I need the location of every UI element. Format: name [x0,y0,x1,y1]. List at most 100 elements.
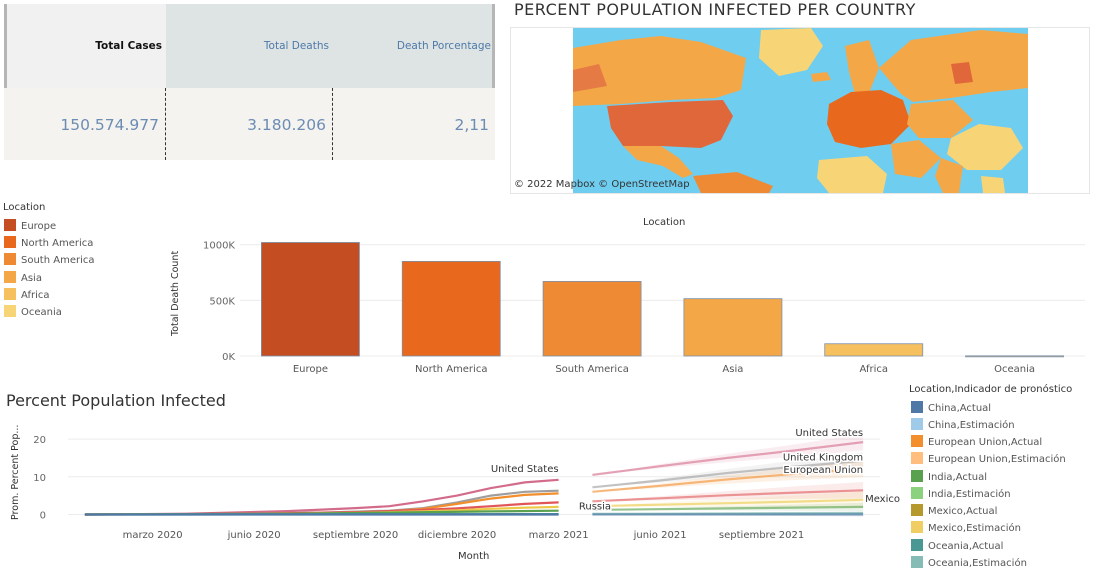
map-country[interactable] [935,158,963,193]
kpi-divider [4,4,7,88]
series-label: United Kingdom [783,453,863,464]
world-map-svg[interactable] [511,28,1091,195]
forecast-legend-item[interactable]: India,Actual [911,470,987,483]
map-country[interactable] [827,90,911,148]
forecast-legend-item[interactable]: Oceania,Estimación [911,556,1027,569]
map-country[interactable] [573,64,607,92]
bar[interactable] [683,298,783,357]
legend-item-north-america[interactable]: North America [4,236,93,250]
series-label: United States [491,464,559,475]
legend-item-oceania[interactable]: Oceania [4,305,62,319]
y-tick-label: 20 [33,435,46,446]
legend-label: China,Estimación [928,420,1015,431]
legend-item-africa[interactable]: Africa [4,288,50,302]
map-country[interactable] [607,100,733,148]
map-country[interactable] [573,36,746,106]
legend-swatch [911,556,923,568]
series-label: United States [795,428,863,439]
kpi-header-death-percentage[interactable]: Death Porcentage [333,4,495,88]
kpi-value-label: 3.180.206 [247,116,326,134]
y-tick-label: 0 [40,510,46,521]
forecast-legend-item[interactable]: India,Estimación [911,487,1011,500]
map-attribution[interactable]: © 2022 Mapbox © OpenStreetMap [514,179,690,190]
legend-swatch [911,504,923,516]
legend-swatch [4,305,16,317]
kpi-header-total-cases[interactable]: Total Cases [4,4,166,88]
bar-chart-title: Location [643,217,686,228]
series-label: European Union [783,465,863,476]
map-country[interactable] [907,100,973,138]
legend-item-asia[interactable]: Asia [4,271,42,285]
legend-label: Oceania,Estimación [928,558,1027,569]
forecast-legend-item[interactable]: European Union,Actual [911,435,1042,448]
series-line-forecast[interactable] [592,441,864,476]
series-line-forecast[interactable] [592,489,864,503]
forecast-band [592,460,864,492]
y-tick-label: 500K [209,296,235,307]
kpi-value-death-percentage[interactable]: 2,11 [333,88,495,160]
map-country[interactable] [891,140,941,178]
series-line-actual[interactable] [84,478,559,516]
legend-swatch [911,452,923,464]
legend-label: European Union,Estimación [928,454,1066,465]
forecast-legend-item[interactable]: China,Estimación [911,418,1015,431]
bar[interactable] [965,355,1064,358]
legend-item-south-america[interactable]: South America [4,253,95,267]
map-country[interactable] [981,176,1005,193]
y-tick-label: 0K [222,352,235,363]
map-country[interactable] [947,124,1023,170]
x-tick-label: Oceania [994,364,1035,375]
series-line-forecast[interactable] [592,498,864,508]
legend-label: Asia [21,273,42,284]
legend-item-europe[interactable]: Europe [4,219,56,233]
forecast-legend-item[interactable]: Mexico,Actual [911,504,997,517]
series-line-forecast[interactable] [592,459,864,489]
death-count-bar-chart[interactable]: 0K 500K 1000K Europe North America South Amer… [180,228,1090,378]
legend-swatch [911,487,923,499]
map-country[interactable] [759,28,823,76]
legend-swatch [4,271,16,283]
y-tick-label: 1000K [203,241,235,252]
location-legend-title: Location [3,202,46,213]
legend-label: Oceania [21,307,62,318]
world-map[interactable] [510,27,1090,194]
bar[interactable] [261,242,360,357]
kpi-divider [492,4,495,88]
x-tick-label: North America [415,364,487,375]
map-country[interactable] [693,172,773,193]
kpi-header-label: Total Cases [95,40,162,52]
legend-swatch [911,401,923,413]
forecast-legend-item[interactable]: Mexico,Estimación [911,521,1021,534]
bar[interactable] [542,281,642,357]
legend-label: North America [21,238,94,249]
legend-swatch [911,470,923,482]
legend-label: European Union,Actual [928,437,1043,448]
map-country[interactable] [845,40,879,98]
forecast-legend-item[interactable]: Oceania,Actual [911,539,1003,552]
legend-label: South America [21,255,95,266]
legend-swatch [4,253,16,265]
line-chart-title: Percent Population Infected [6,391,226,410]
map-country[interactable] [623,146,693,178]
legend-label: Europe [21,221,57,232]
x-tick-label: diciembre 2020 [418,530,496,541]
series-line-forecast[interactable] [592,467,864,493]
percent-infected-line-chart[interactable]: 0 10 20 marzo 2020 junio 2020 septiembre 2020… [20,420,900,548]
kpi-header-total-deaths[interactable]: Total Deaths [166,4,333,88]
series-line-forecast[interactable] [592,505,864,511]
forecast-legend-item[interactable]: European Union,Estimación [911,452,1066,465]
x-tick-label: marzo 2021 [529,530,589,541]
kpi-value-total-deaths[interactable]: 3.180.206 [166,88,333,160]
kpi-header-label: Death Porcentage [396,40,491,52]
kpi-value-total-cases[interactable]: 150.574.977 [4,88,166,160]
bar[interactable] [824,343,924,357]
map-country[interactable] [817,156,887,193]
legend-swatch [4,288,16,300]
map-country[interactable] [951,62,973,84]
x-tick-label: Africa [859,364,888,375]
forecast-legend-item[interactable]: China,Actual [911,401,991,414]
map-country[interactable] [811,72,831,82]
bar[interactable] [401,260,501,357]
x-tick-label: septiembre 2021 [719,530,804,541]
series-label: Russia [579,501,611,512]
